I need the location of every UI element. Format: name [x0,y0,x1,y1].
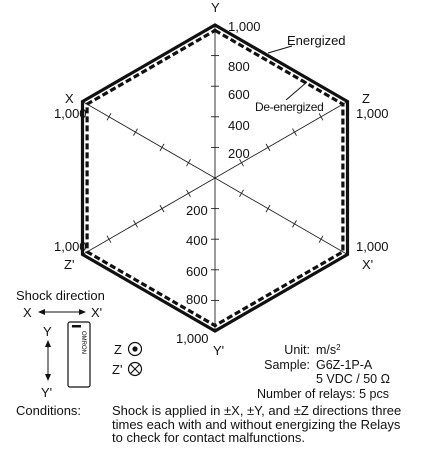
axis-tick [265,204,271,213]
shock-y-label: Y [43,324,52,339]
tick-label-up-600: 600 [228,87,250,102]
z-dot-center [132,346,138,352]
axis-line-z [214,101,348,179]
shock-direction-diagram: OMRON [38,309,143,388]
relay-body [67,321,91,388]
axis-label-z: Z [362,91,370,106]
axis-tick [292,220,297,228]
tick-label-down-200: 200 [186,203,208,218]
axis-label-x-prime: X' [362,257,374,272]
z-prime-cross-icon [127,361,143,377]
unit-row: Unit: m/s2 [257,343,390,358]
axis-end-x: 1,000 [54,106,87,121]
sample-rating: 5 VDC / 50 Ω [316,372,390,386]
unit-superscript: 2 [336,343,341,352]
axis-end-y: 1,000 [228,19,261,34]
conditions-label: Conditions: [16,403,82,418]
axis-tick [239,189,244,198]
tick-label-up-200: 200 [228,146,250,161]
axis-tick [106,113,112,121]
axis-label-y: Y [211,0,220,15]
axis-end-x-prime: 1,000 [356,239,389,254]
tick-label-down-600: 600 [186,264,208,279]
x-arrow-head-left [38,309,45,315]
relay-terminal-bar [72,325,81,328]
sample-label: Sample: [264,357,310,372]
axis-tick [133,128,138,136]
axis-tick [265,143,271,152]
tick-label-up-400: 400 [228,118,250,133]
axis-label-y-prime: Y' [213,343,225,358]
axes-layer [82,25,348,331]
series-de-energized [85,28,345,328]
conditions-text: Shock is applied in ±X, ±Y, and ±Z direc… [112,403,402,445]
tick-label-down-800: 800 [186,292,208,307]
axis-tick [292,128,297,136]
axis-line-z-prime [82,177,216,255]
relays-row: Number of relays: 5 pcs [257,387,390,402]
shock-x-prime-label: X' [91,305,103,320]
axis-line-x [82,101,216,179]
axis-line-x-prime [214,177,348,255]
axis-tick [186,189,191,198]
sample-row: Sample: G6Z-1P-A [257,358,390,373]
axis-end-z: 1,000 [356,106,389,121]
energized-leader [267,45,293,54]
axis-end-z-prime: 1,000 [54,239,87,254]
axis-tick [318,235,324,243]
axis-tick [159,143,165,152]
unit-value: m/s [316,343,337,357]
y-arrow-head-up [45,340,51,347]
axis-end-y-prime: 1,000 [176,331,209,346]
de-energized-leader [285,81,308,101]
rating-row: 5 VDC / 50 Ω [257,372,390,387]
tick-label-down-400: 400 [186,233,208,248]
series-label-de-energized: De-energized [255,100,324,114]
shock-direction-title: Shock direction [16,288,105,303]
unit-label: Unit: [284,343,310,357]
shock-x-label: X [23,305,32,320]
series-energized [80,23,350,333]
x-arrow-head-right [79,309,86,315]
axis-label-z-prime: Z' [64,257,75,272]
sample-value: G6Z-1P-A [316,357,373,372]
axis-tick [159,204,165,213]
axis-label-x: X [65,91,74,106]
axis-tick [133,220,138,228]
shock-y-prime-label: Y' [41,385,53,400]
sample-info: Unit: m/s2 Sample: G6Z-1P-A 5 VDC / 50 Ω N… [257,343,390,401]
axis-tick [318,113,324,121]
shock-z-label: Z [114,342,122,357]
relay-count: Number of relays: 5 pcs [257,386,389,401]
axis-tick [239,158,244,167]
series-label-energized: Energized [287,33,346,48]
tick-label-up-800: 800 [228,59,250,74]
axis-tick [106,235,112,243]
shock-z-prime-label: Z' [112,362,123,377]
axis-tick [186,158,191,167]
z-dot-icon [127,341,143,357]
series-layer [80,23,350,333]
relay-brand-label: OMRON [80,331,86,354]
y-arrow-head-down [45,374,51,381]
